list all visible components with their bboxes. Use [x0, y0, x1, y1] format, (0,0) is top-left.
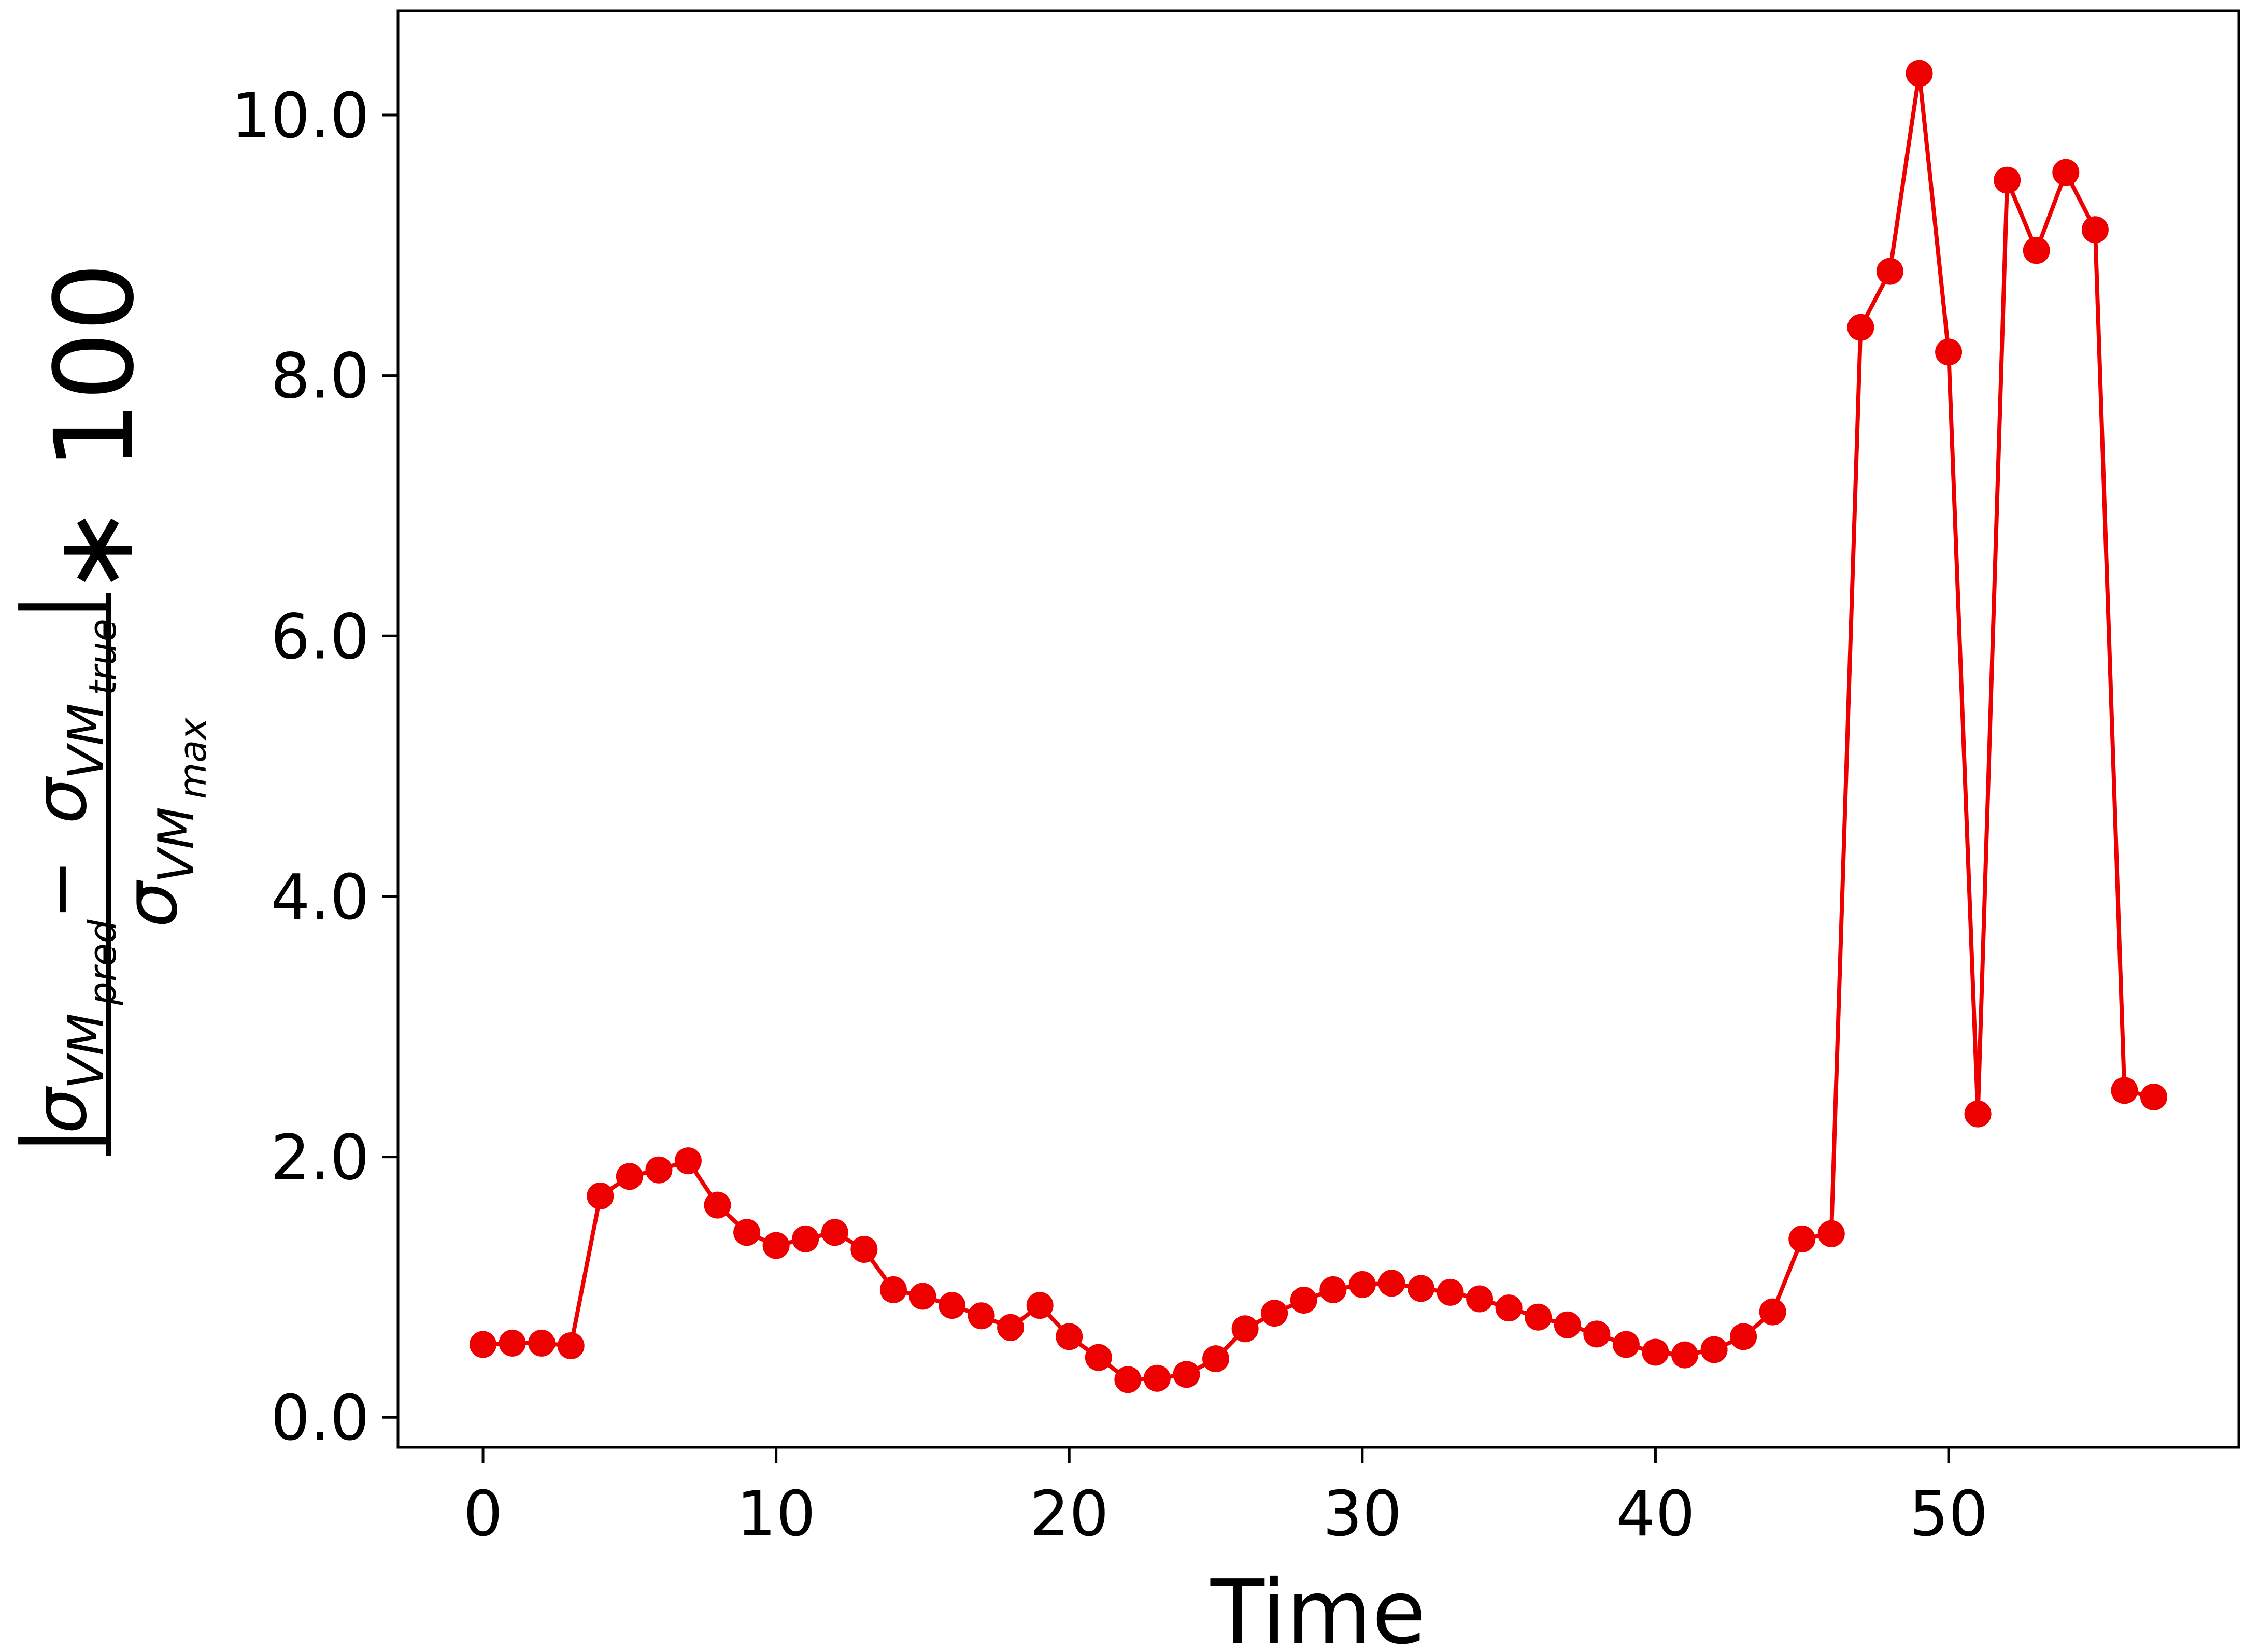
data-point — [470, 1331, 496, 1358]
data-point — [1466, 1285, 1494, 1313]
data-point — [1495, 1294, 1523, 1322]
data-point — [616, 1163, 643, 1190]
data-point — [499, 1329, 526, 1357]
data-point — [762, 1232, 790, 1259]
data-point — [909, 1283, 936, 1310]
y-tick-label: 8.0 — [271, 341, 369, 413]
data-point — [850, 1236, 878, 1263]
data-point — [1788, 1225, 1816, 1252]
data-point — [968, 1302, 995, 1330]
y-axis-title-fraction-bar — [106, 593, 111, 1156]
data-point — [1202, 1345, 1229, 1373]
data-point — [1026, 1292, 1054, 1319]
data-point — [1817, 1220, 1845, 1247]
data-point — [1056, 1323, 1083, 1350]
y-axis-title-denominator: σ VM max — [109, 717, 215, 928]
data-point — [2111, 1077, 2138, 1104]
data-point — [557, 1332, 585, 1359]
data-point — [645, 1156, 673, 1184]
x-tick-label: 10 — [736, 1478, 816, 1550]
data-point — [1408, 1275, 1434, 1302]
data-point — [1261, 1300, 1288, 1327]
data-point — [1730, 1323, 1757, 1350]
data-point — [1642, 1338, 1669, 1366]
data-point — [821, 1219, 848, 1246]
data-point — [587, 1183, 614, 1209]
data-point — [1700, 1336, 1728, 1363]
data-point — [1173, 1361, 1200, 1388]
x-tick-label: 40 — [1616, 1478, 1695, 1550]
plot-series — [470, 60, 2167, 1393]
y-axis-title: | σ VM pred − σ VM true | σ VM max ∗ 100 — [4, 262, 215, 1156]
data-point — [1290, 1287, 1317, 1314]
data-point — [1143, 1364, 1171, 1392]
svg-text:σ: σ — [109, 879, 194, 928]
data-point — [1994, 166, 2021, 194]
data-point — [1554, 1311, 1581, 1338]
x-tick-label: 0 — [463, 1478, 503, 1550]
svg-text:−: − — [19, 859, 103, 920]
x-tick-label: 50 — [1909, 1478, 1988, 1550]
data-point — [792, 1225, 819, 1252]
svg-text:σ: σ — [19, 1086, 103, 1134]
data-point — [2140, 1084, 2167, 1110]
data-point — [1378, 1270, 1405, 1297]
data-point — [1612, 1331, 1640, 1358]
data-point — [879, 1276, 907, 1303]
y-axis-ticks: 0.0 2.0 4.0 6.0 8.0 10.0 — [231, 80, 398, 1455]
data-point — [1759, 1298, 1786, 1326]
x-tick-label: 30 — [1323, 1478, 1402, 1550]
data-point — [1348, 1271, 1376, 1298]
data-point — [939, 1292, 965, 1319]
data-point — [1525, 1303, 1552, 1331]
x-tick-label: 20 — [1030, 1478, 1109, 1550]
svg-text:VM: VM — [148, 807, 205, 883]
data-point — [997, 1314, 1025, 1341]
y-tick-label: 4.0 — [271, 862, 369, 934]
y-tick-label: 10.0 — [231, 80, 369, 152]
data-point — [674, 1147, 702, 1175]
data-point — [2052, 159, 2080, 186]
data-point — [1114, 1366, 1142, 1393]
y-tick-label: 2.0 — [271, 1122, 369, 1194]
svg-text:σ: σ — [19, 776, 103, 824]
x-axis-title: Time — [1210, 1561, 1426, 1652]
data-point — [2081, 216, 2109, 244]
svg-text:max: max — [171, 717, 215, 799]
y-axis-title-multiplier: ∗ 100 — [31, 262, 158, 596]
data-point — [1671, 1341, 1698, 1369]
y-tick-label: 0.0 — [271, 1383, 369, 1455]
data-point — [528, 1329, 556, 1357]
y-axis-title-numerator: | σ VM pred − σ VM true | — [4, 592, 124, 1156]
data-point — [1876, 258, 1903, 285]
data-point — [1935, 338, 1963, 366]
y-tick-label: 6.0 — [271, 601, 369, 673]
data-point — [1964, 1100, 1992, 1128]
data-point — [1583, 1320, 1611, 1348]
data-point — [1906, 60, 1933, 87]
x-axis-ticks: 0 10 20 30 40 50 — [463, 1447, 1988, 1550]
plot-frame — [396, 9, 2240, 1449]
svg-text:|: | — [4, 1126, 107, 1156]
data-point — [1437, 1278, 1464, 1306]
data-point — [1319, 1276, 1347, 1303]
svg-text:pred: pred — [81, 919, 124, 1006]
data-point — [2023, 237, 2050, 264]
svg-text:|: | — [4, 592, 107, 622]
data-point — [1847, 314, 1874, 341]
data-point — [704, 1191, 731, 1219]
data-point — [1085, 1344, 1112, 1371]
svg-text:true: true — [81, 619, 124, 695]
series-line — [482, 71, 2154, 1382]
data-point — [1231, 1315, 1259, 1343]
data-point — [733, 1219, 761, 1246]
svg-text:VM: VM — [58, 1013, 115, 1089]
svg-text:VM: VM — [58, 703, 115, 779]
